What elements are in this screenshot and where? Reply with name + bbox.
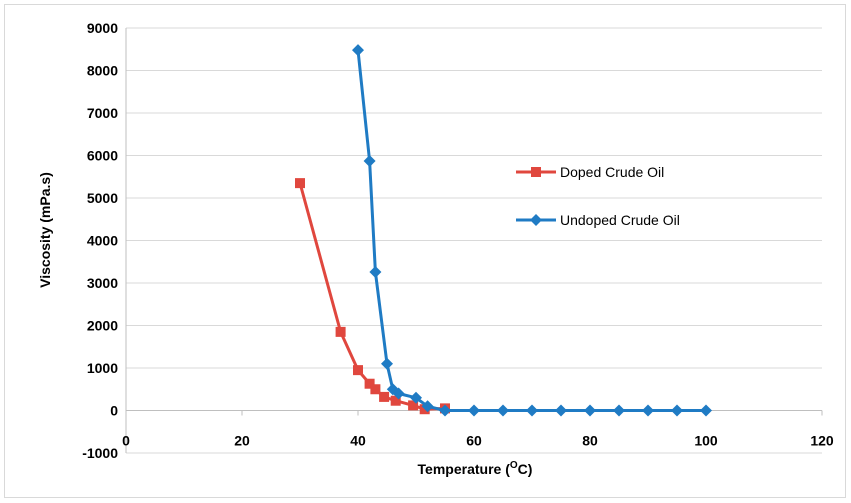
data-point-doped-crude-oil [335, 326, 346, 337]
x-tick-label: 60 [466, 433, 482, 449]
data-point-undoped-crude-oil [410, 391, 422, 404]
y-tick-label: 9000 [87, 20, 118, 36]
legend-marker-doped [531, 167, 541, 177]
y-tick-label: 7000 [87, 105, 118, 121]
x-tick-label: 40 [350, 433, 366, 449]
y-tick-labels: -1000 0 1000 2000 3000 4000 5000 6000 7000 8000 90… [82, 20, 118, 461]
data-point-undoped-crude-oil [700, 404, 712, 417]
data-point-undoped-crude-oil [613, 404, 625, 417]
data-point-doped-crude-oil [295, 178, 305, 189]
data-point-undoped-crude-oil [421, 400, 434, 413]
series-line-undoped-crude-oil [356, 49, 706, 412]
data-point-doped-crude-oil [408, 400, 419, 411]
data-point-undoped-crude-oil [363, 155, 376, 168]
x-axis-title: Temperature (OC) [418, 460, 533, 477]
legend-label-doped: Doped Crude Oil [560, 164, 664, 180]
data-point-undoped-crude-oil [642, 404, 654, 417]
y-tick-label: 4000 [87, 233, 118, 249]
data-point-undoped-crude-oil [439, 404, 451, 417]
data-point-undoped-crude-oil [468, 404, 480, 417]
y-tick-label: 3000 [87, 275, 118, 291]
x-tick-label: 20 [234, 433, 250, 449]
data-point-undoped-crude-oil [555, 404, 567, 417]
data-point-doped-crude-oil [353, 365, 363, 376]
x-axis-title-main: Temperature ( [418, 461, 511, 477]
y-axis-title: Viscosity (mPa.s) [37, 172, 53, 288]
y-tick-label: 2000 [87, 318, 118, 334]
data-point-undoped-crude-oil [584, 404, 596, 417]
y-tick-label: 1000 [87, 360, 118, 376]
legend: Doped Crude Oil Undoped Crude Oil [516, 164, 680, 228]
legend-marker-undoped [530, 214, 542, 226]
data-point-doped-crude-oil [390, 395, 401, 406]
y-tick-label: 6000 [87, 148, 118, 164]
data-point-doped-crude-oil [370, 384, 381, 395]
data-point-undoped-crude-oil [497, 404, 509, 417]
legend-item-doped: Doped Crude Oil [516, 164, 664, 180]
data-point-doped-crude-oil [364, 378, 375, 389]
series [295, 44, 712, 417]
data-point-undoped-crude-oil [392, 387, 405, 400]
data-point-undoped-crude-oil [381, 357, 393, 370]
y-tick-label: 0 [110, 403, 118, 419]
legend-item-undoped: Undoped Crude Oil [516, 212, 680, 228]
data-point-undoped-crude-oil [526, 404, 538, 417]
y-tick-label: 8000 [87, 63, 118, 79]
x-tick-label: 0 [122, 433, 130, 449]
x-axis-title-sup: O [510, 460, 518, 471]
data-point-undoped-crude-oil [352, 44, 364, 57]
x-tick-label: 120 [810, 433, 834, 449]
x-tick-label: 80 [582, 433, 598, 449]
data-point-undoped-crude-oil [369, 265, 382, 278]
y-tick-label: -1000 [82, 445, 118, 461]
grid-lines [126, 27, 822, 454]
x-tick-labels: 0 20 40 60 80 100 120 [122, 433, 834, 449]
y-tick-label: 5000 [87, 190, 118, 206]
x-axis-title-unit: C) [518, 461, 533, 477]
data-point-doped-crude-oil [379, 391, 390, 402]
legend-label-undoped: Undoped Crude Oil [560, 212, 680, 228]
x-tick-label: 100 [694, 433, 718, 449]
data-point-undoped-crude-oil [671, 404, 683, 417]
